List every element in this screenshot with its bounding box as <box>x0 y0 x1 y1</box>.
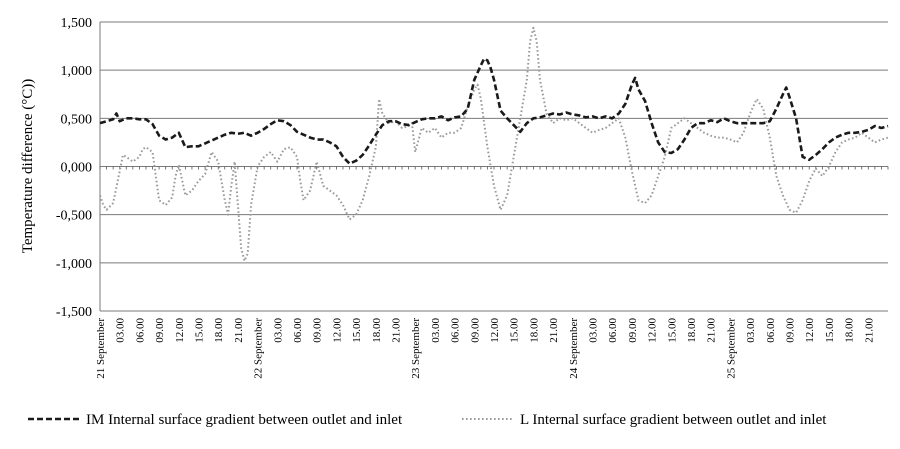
x-tick-label: 06.00 <box>134 318 146 343</box>
x-tick-label: 21.00 <box>863 318 875 343</box>
x-tick-label: 12.00 <box>331 318 343 343</box>
x-tick-label: 15.00 <box>666 318 678 343</box>
x-tick-label: 03.00 <box>745 318 757 343</box>
x-tick-label: 18.00 <box>213 318 225 343</box>
series-line-im <box>99 57 889 165</box>
x-tick-label: 06.00 <box>450 318 462 343</box>
x-tick-label: 21.00 <box>706 318 718 343</box>
x-tick-label: 09.00 <box>627 318 639 343</box>
x-tick-label: 15.00 <box>824 318 836 343</box>
x-tick-label: 18.00 <box>686 318 698 343</box>
y-tick-label: 1,500 <box>61 16 93 31</box>
gridlines <box>99 21 889 312</box>
y-tick-label: -1,000 <box>56 257 92 272</box>
x-tick-label: 21.00 <box>548 318 560 343</box>
x-tick-labels: 21 September 03.00 06.00 09.00 12.00 15.00 18.… <box>95 318 875 379</box>
x-tick-label: 21 September <box>95 318 107 379</box>
x-tick-label: 24 September <box>568 318 580 379</box>
x-tick-label: 09.00 <box>154 318 166 343</box>
series-lines <box>99 26 889 262</box>
x-tick-label: 22 September <box>253 318 265 379</box>
x-tick-label: 06.00 <box>765 318 777 343</box>
x-tick-label: 12.00 <box>489 318 501 343</box>
x-tick-label: 15.00 <box>194 318 206 343</box>
x-tick-label: 12.00 <box>647 318 659 343</box>
legend-label-l: L Internal surface gradient between outl… <box>520 412 827 428</box>
x-tick-label: 03.00 <box>272 318 284 343</box>
x-tick-label: 09.00 <box>785 318 797 343</box>
legend: IM Internal surface gradient between out… <box>28 412 827 428</box>
x-tick-label: 21.00 <box>233 318 245 343</box>
y-tick-label: -0,500 <box>56 209 92 224</box>
x-tick-label: 03.00 <box>115 318 127 343</box>
x-tick-label: 03.00 <box>588 318 600 343</box>
x-tick-label: 09.00 <box>312 318 324 343</box>
x-tick-label: 06.00 <box>607 318 619 343</box>
x-tick-label: 03.00 <box>430 318 442 343</box>
x-tick-label: 06.00 <box>292 318 304 343</box>
x-tick-label: 21.00 <box>391 318 403 343</box>
x-tick-label: 18.00 <box>844 318 856 343</box>
series-line-l <box>99 26 889 262</box>
y-tick-label: 0,500 <box>61 112 93 127</box>
x-tick-label: 25 September <box>725 318 737 379</box>
x-tick-label: 09.00 <box>469 318 481 343</box>
x-tick-label: 18.00 <box>371 318 383 343</box>
y-axis-title: Temperature difference (°C)) <box>20 79 36 254</box>
x-tick-label: 15.00 <box>509 318 521 343</box>
x-tick-label: 15.00 <box>351 318 363 343</box>
y-tick-label: -1,500 <box>56 305 92 320</box>
legend-label-im: IM Internal surface gradient between out… <box>86 412 403 428</box>
y-tick-labels: 1,500 1,000 0,500 0,000 -0,500 -1,000 -1,500 <box>56 16 92 320</box>
y-tick-label: 1,000 <box>61 64 93 79</box>
x-tick-label: 18.00 <box>528 318 540 343</box>
y-tick-label: 0,000 <box>61 161 93 176</box>
x-tick-label: 12.00 <box>174 318 186 343</box>
x-tick-label: 23 September <box>410 318 422 379</box>
x-tick-label: 12.00 <box>804 318 816 343</box>
